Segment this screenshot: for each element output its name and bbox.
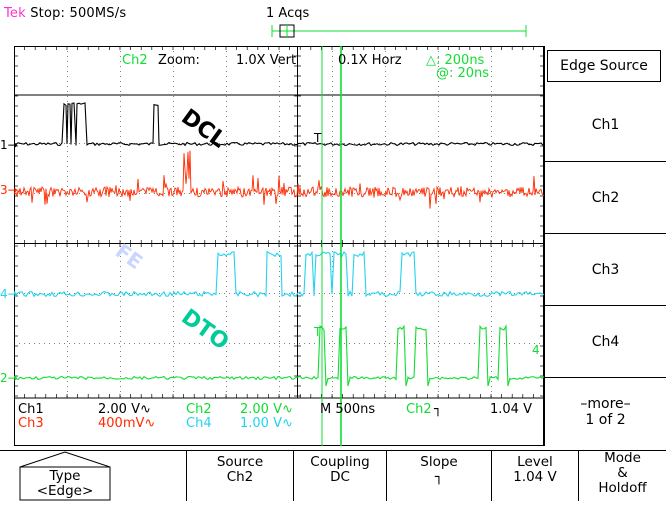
trigger-marker: T xyxy=(313,131,322,145)
acquisition-state: Stop: 500MS/s xyxy=(30,6,127,21)
trigger-marker-ch4: T xyxy=(313,325,322,339)
mode-holdoff-button[interactable]: Mode & Holdoff xyxy=(598,450,647,496)
menu-item-ch1[interactable]: Ch1 xyxy=(545,88,666,162)
readout-ch2-scale: 2.00 V∿ xyxy=(240,402,293,417)
slope-button[interactable]: Slope ┐ xyxy=(420,454,458,485)
bottom-menu: Type <Edge> Source Ch2 Coupling DC Slope ┐ L… xyxy=(0,450,666,501)
zoom-channel: Ch2 xyxy=(122,53,148,68)
type-button[interactable]: Type <Edge> xyxy=(36,468,94,499)
ch4-ref-marker: 4 xyxy=(532,343,540,357)
record-position-bar xyxy=(271,24,527,38)
readout-ch3-scale: 400mV∿ xyxy=(98,416,155,431)
graticule-grid xyxy=(14,46,544,398)
ch2-trace xyxy=(14,324,544,387)
acquisition-status: Tek Stop: 500MS/s xyxy=(4,6,126,21)
readout-ch4-scale: 1.00 V∿ xyxy=(240,416,293,431)
coupling-button[interactable]: Coupling DC xyxy=(310,454,370,485)
level-button[interactable]: Level 1.04 V xyxy=(513,454,557,485)
ch4-ground-marker: 4→ xyxy=(0,287,18,301)
key-divider-1 xyxy=(186,451,187,501)
key-divider-3 xyxy=(386,451,387,501)
brand-logo: Tek xyxy=(4,6,26,21)
key-divider-2 xyxy=(293,451,294,501)
readout-ch2: Ch2 xyxy=(186,402,212,417)
menu-item-ch3[interactable]: Ch3 xyxy=(545,234,666,306)
readout-trigger-source: Ch2 xyxy=(406,402,432,417)
acquisition-count: 1 Acqs xyxy=(266,6,310,21)
waveform-area[interactable]: Ch2 Zoom: 1.0X Vert 0.1X Horz △: 200ns @… xyxy=(14,46,544,446)
menu-item-ch2[interactable]: Ch2 xyxy=(545,162,666,234)
ch2-ground-marker: 2→ xyxy=(0,371,18,385)
ch3-trace xyxy=(14,150,544,209)
zoom-horz: 0.1X Horz xyxy=(338,53,402,68)
readout-ch1: Ch1 xyxy=(18,402,44,417)
waveform-traces xyxy=(14,102,544,387)
ch3-ground-marker: 3→ xyxy=(0,183,18,197)
edge-source-header: Edge Source xyxy=(547,50,661,82)
key-divider-5 xyxy=(578,451,579,501)
menu-item-more[interactable]: –more– 1 of 2 xyxy=(580,396,631,428)
ch4-trace xyxy=(14,250,544,298)
zoom-label: Zoom: xyxy=(158,53,200,68)
readout-ch4: Ch4 xyxy=(186,416,212,431)
source-button[interactable]: Source Ch2 xyxy=(216,454,264,485)
readout-timebase: M 500ns xyxy=(320,402,375,417)
key-divider-4 xyxy=(491,451,492,501)
readout-ch3: Ch3 xyxy=(18,416,44,431)
ch1-ground-marker: 1→ xyxy=(0,138,18,152)
zoom-vert: 1.0X Vert xyxy=(236,53,296,68)
menu-item-ch4[interactable]: Ch4 xyxy=(545,306,666,378)
readout-ch1-scale: 2.00 V∿ xyxy=(98,402,151,417)
side-menu: Edge Source Ch1 Ch2 Ch3 Ch4 –more– 1 of … xyxy=(544,46,666,446)
readout-trigger-level: 1.04 V xyxy=(490,402,532,417)
oscilloscope-display[interactable]: Ch2 Zoom: 1.0X Vert 0.1X Horz △: 200ns @… xyxy=(14,46,544,446)
cursor-delta: △: 200ns xyxy=(426,53,485,68)
ch1-trace xyxy=(14,102,544,147)
cursor-position: @: 20ns xyxy=(436,66,489,81)
readout-trigger-slope: ┐ xyxy=(433,402,442,417)
